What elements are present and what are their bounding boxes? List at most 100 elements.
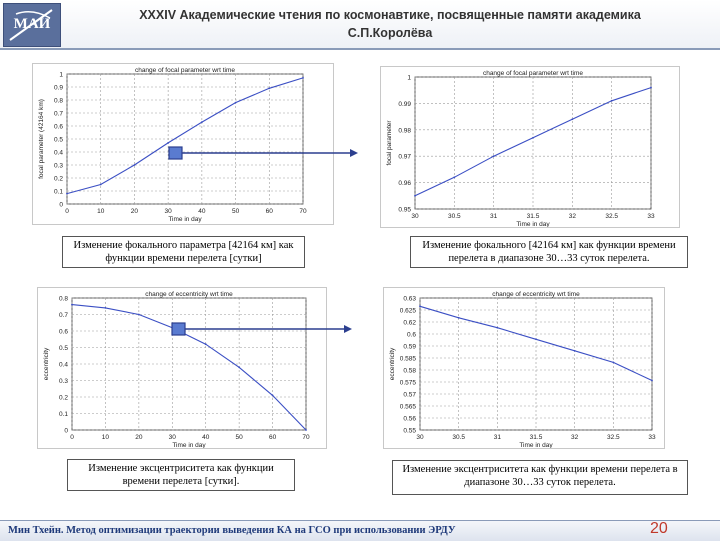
chart-title: change of eccentricity wrt time (492, 291, 580, 298)
y-axis-label: focal parameter (386, 120, 393, 166)
slide-header (0, 0, 720, 50)
data-point (650, 86, 652, 89)
data-point (651, 379, 653, 382)
x-tick-label: 30 (165, 208, 173, 215)
data-point (610, 99, 613, 102)
caption-ecc-zoom: Изменение эксцентриситета как функции вр… (392, 460, 688, 495)
logo-text: МАИ (13, 16, 51, 32)
data-point (133, 164, 136, 166)
y-tick-label: 0.2 (54, 176, 63, 183)
y-tick-label: 0.9 (54, 85, 63, 92)
x-tick-label: 30.5 (452, 434, 465, 441)
x-tick-label: 40 (202, 434, 210, 441)
series-line (71, 304, 307, 431)
data-point (492, 155, 495, 158)
x-tick-label: 0 (65, 208, 69, 215)
x-tick-label: 70 (299, 208, 307, 215)
y-tick-label: 0 (64, 428, 68, 435)
data-point (71, 303, 73, 306)
x-tick-label: 33 (647, 213, 655, 220)
conference-title-line2: С.П.Королёва (347, 26, 433, 40)
y-axis-label: eccentricity (43, 347, 50, 380)
y-axis-label: focal parameter (42164 km) (38, 99, 45, 179)
data-point (104, 307, 107, 309)
data-point (66, 192, 68, 195)
x-tick-label: 20 (131, 208, 139, 215)
slide-footer (0, 520, 720, 541)
x-tick-label: 10 (102, 434, 110, 441)
data-point (99, 183, 102, 186)
y-tick-label: 0.7 (59, 312, 68, 319)
y-tick-label: 0.6 (59, 329, 68, 336)
data-point (571, 118, 574, 121)
x-tick-label: 30 (411, 213, 419, 220)
chart-title: change of focal parameter wrt time (483, 70, 583, 77)
x-tick-label: 33 (648, 434, 656, 441)
y-tick-label: 0.3 (59, 378, 68, 385)
y-tick-label: 0.7 (54, 111, 63, 118)
focal-full-svg: 00.10.20.30.40.50.60.70.80.910 10 20 30 40 50… (38, 67, 307, 223)
x-tick-label: 30 (416, 434, 424, 441)
x-tick-label: 31.5 (527, 213, 540, 220)
x-tick-label: 31 (490, 213, 498, 220)
data-point (573, 349, 576, 352)
data-point (532, 136, 534, 139)
data-point (535, 338, 537, 341)
x-axis-label: Time in day (519, 442, 553, 448)
caption-ecc-full: Изменение эксцентриситета как функции вр… (67, 459, 295, 491)
x-tick-label: 32 (569, 213, 577, 220)
data-point (305, 429, 307, 431)
x-tick-label: 20 (135, 434, 143, 441)
y-tick-label: 0.625 (400, 308, 417, 315)
rocket-emblem-icon (9, 9, 53, 41)
x-tick-label: 60 (266, 208, 274, 215)
y-tick-label: 0.63 (403, 296, 416, 303)
x-axis-label: Time in day (172, 442, 206, 448)
y-tick-label: 0.3 (54, 163, 63, 170)
x-tick-label: 32 (571, 434, 579, 441)
y-tick-label: 0.6 (54, 124, 63, 131)
x-tick-label: 31.5 (530, 434, 543, 441)
x-axis-label: Time in day (168, 216, 202, 223)
x-tick-label: 30.5 (448, 213, 461, 220)
y-tick-label: 0.98 (398, 127, 411, 134)
x-tick-label: 50 (236, 434, 244, 441)
y-tick-label: 0.55 (403, 428, 416, 435)
data-point (268, 87, 271, 90)
data-point (137, 313, 140, 316)
focal-zoom-chart: 0.95 0.96 0.97 0.98 0.99 1 30 30.5 31 31.5 32 32.5 3… (380, 66, 680, 228)
data-point (419, 305, 421, 308)
ecc-full-svg: 0 0.1 0.2 0.3 0.4 0.5 0.6 0.7 0.8 0 10 20 30 40 50 60 70… (43, 291, 310, 448)
y-tick-label: 0.97 (398, 154, 411, 161)
data-point (414, 194, 416, 197)
y-tick-label: 0.58 (403, 368, 416, 375)
zoom-arrowhead-top (350, 149, 358, 157)
data-point (457, 316, 460, 319)
data-point (496, 326, 499, 329)
x-tick-label: 32.5 (607, 434, 620, 441)
y-tick-label: 0.5 (59, 345, 68, 352)
x-tick-label: 40 (198, 208, 206, 215)
data-point (238, 366, 241, 369)
x-axis-label: Time in day (516, 221, 550, 227)
chart-title: change of focal parameter wrt time (135, 67, 235, 74)
data-point (453, 176, 456, 179)
ecc-full-chart: 0 0.1 0.2 0.3 0.4 0.5 0.6 0.7 0.8 0 10 20 30 40 50 60 70… (37, 287, 327, 449)
y-tick-label: 0.5 (54, 137, 63, 144)
y-tick-label: 0 (59, 202, 63, 209)
y-tick-label: 0.62 (403, 320, 416, 327)
zoom-arrowhead-bottom (344, 325, 352, 333)
y-tick-label: 0.8 (59, 296, 68, 303)
ecc-zoom-svg: 0.55 0.56 0.565 0.57 0.575 0.58 0.585 0.59 0.6 0.… (389, 291, 656, 448)
y-tick-label: 1 (59, 72, 63, 79)
data-point (234, 101, 237, 104)
x-tick-label: 30 (169, 434, 177, 441)
series-line (66, 77, 304, 195)
y-tick-label: 0.2 (59, 395, 68, 402)
ecc-zoom-chart: 0.55 0.56 0.565 0.57 0.575 0.58 0.585 0.59 0.6 0.… (383, 287, 665, 449)
mai-logo: МАИ (3, 3, 61, 47)
data-point (612, 361, 615, 364)
y-tick-label: 0.585 (400, 356, 417, 363)
caption-focal-zoom: Изменение фокального [42164 км] как функ… (410, 236, 688, 268)
y-tick-label: 1 (407, 75, 411, 82)
